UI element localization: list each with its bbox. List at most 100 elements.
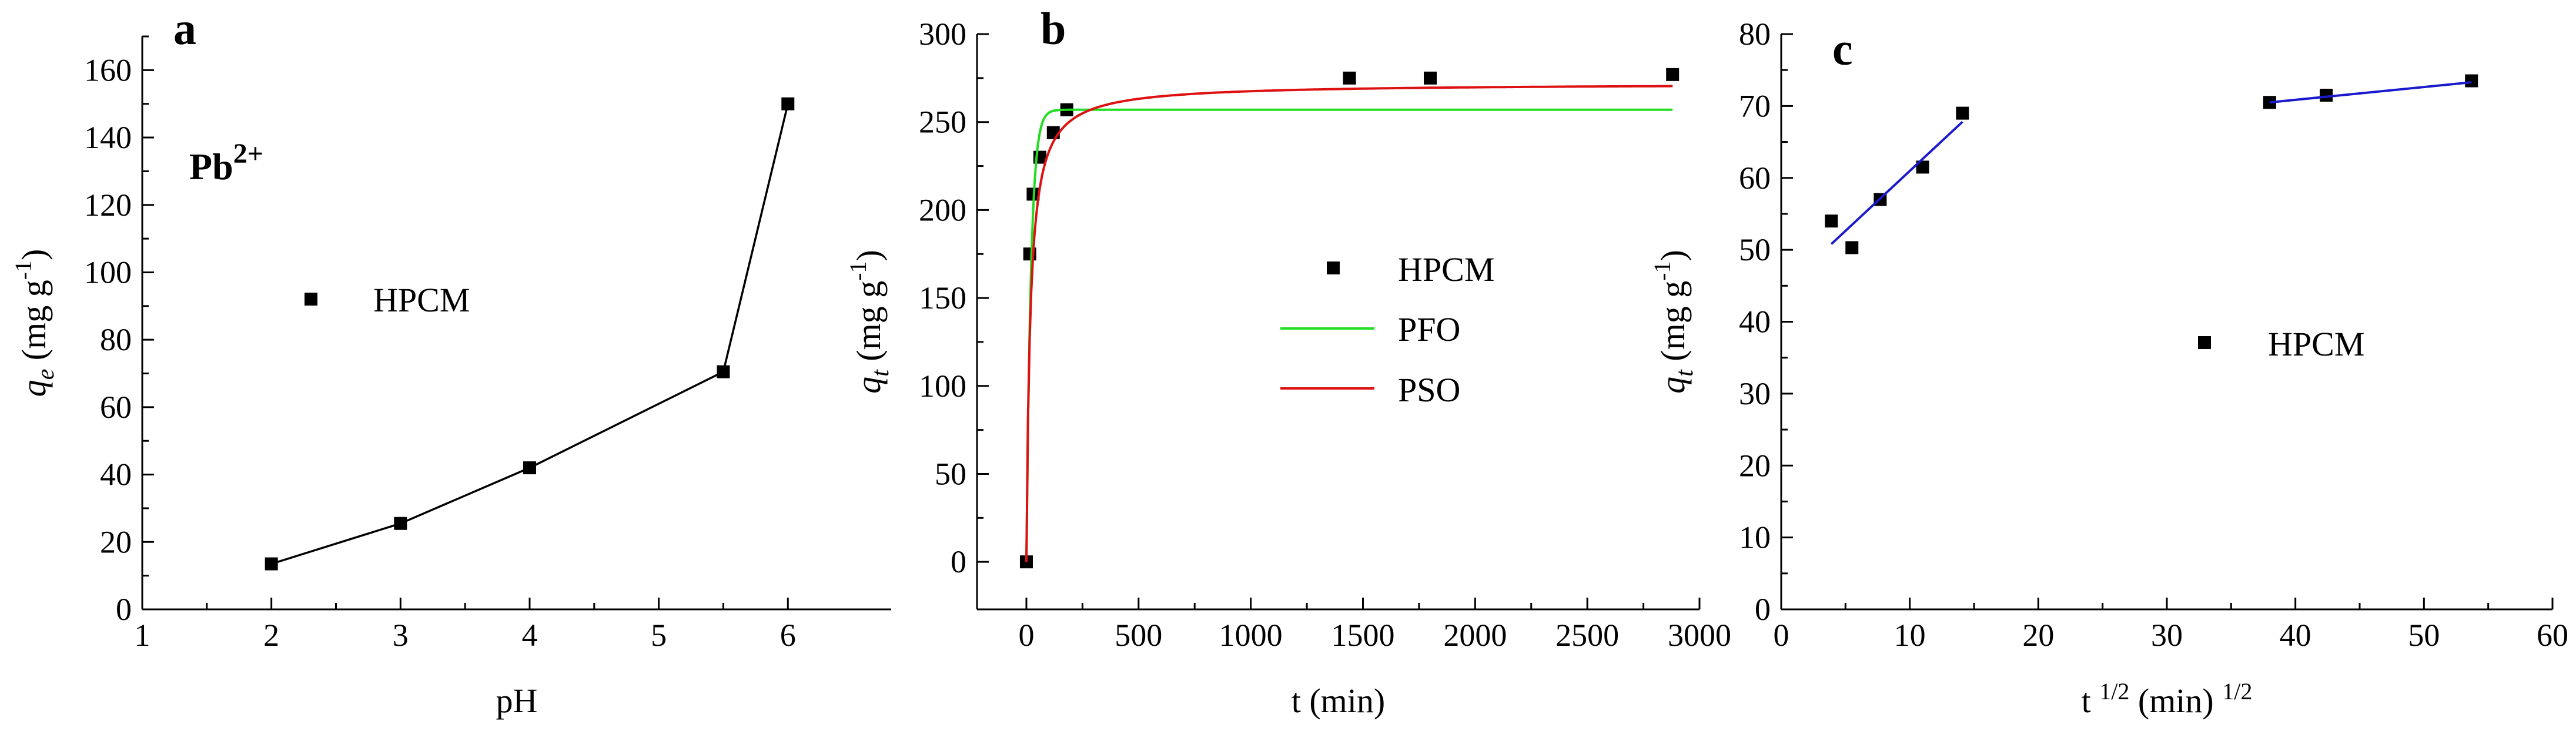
data-point: [394, 517, 407, 530]
data-point: [781, 97, 795, 110]
y-axis-title-symbol: q: [849, 377, 888, 394]
y-tick-label: 120: [84, 187, 132, 223]
x-tick-label: 2500: [1555, 618, 1619, 653]
data-point: [1916, 160, 1929, 174]
data-point: [1956, 106, 1969, 120]
y-axis-title-exponent: -1: [10, 260, 36, 280]
x-axis-title: t 1/2 (min) 1/2: [2082, 678, 2253, 720]
ion-annotation-base: Pb: [189, 146, 233, 187]
x-tick-label: 1000: [1219, 618, 1283, 653]
x-tick-label: 40: [2280, 618, 2311, 653]
y-tick-label: 0: [951, 544, 966, 579]
y-axis-title-subscript: t: [867, 369, 894, 377]
y-axis-title-unit: (mg g: [849, 281, 888, 370]
y-tick-label: 160: [84, 52, 132, 88]
x-tick-label: 0: [1774, 618, 1789, 653]
y-axis-title-unit: (mg g: [15, 280, 53, 368]
y-tick-label: 300: [919, 16, 966, 52]
y-axis-title-exponent: -1: [845, 261, 871, 280]
y-tick-label: 40: [100, 457, 132, 492]
x-axis-title: pH: [496, 682, 538, 720]
x-tick-label: 0: [1018, 618, 1034, 653]
data-point: [1423, 71, 1437, 85]
y-tick-label: 60: [100, 390, 132, 425]
x-tick-label: 2: [263, 618, 279, 653]
legend-marker: [1327, 261, 1340, 274]
panel-letter: b: [1041, 3, 1066, 54]
data-point: [265, 557, 278, 571]
data-point: [1845, 241, 1859, 254]
y-axis-title-close: ): [1654, 250, 1692, 261]
legend-label: PFO: [1398, 310, 1460, 348]
y-tick-label: 20: [100, 524, 132, 559]
y-tick-label: 30: [1739, 376, 1771, 411]
y-axis-title: qt (mg g-1): [845, 250, 894, 394]
y-axis-title-exponent: -1: [1649, 261, 1675, 280]
x-tick-label: 1500: [1331, 618, 1394, 653]
y-tick-label: 200: [919, 192, 966, 227]
x-tick-label: 6: [780, 618, 796, 653]
legend-label: HPCM: [1398, 250, 1494, 289]
x-tick-label: 30: [2151, 618, 2183, 653]
y-tick-label: 80: [1739, 16, 1771, 52]
y-axis-title-unit: (mg g: [1654, 281, 1692, 370]
y-axis-title-close: ): [15, 249, 53, 260]
x-axis-title-sup: 1/2: [2099, 678, 2129, 705]
data-point: [523, 461, 536, 475]
y-tick-label: 150: [919, 280, 966, 316]
x-axis-title-sup: 1/2: [2222, 678, 2252, 705]
panel-b: 0 500 1000 1500 2000 2500 3000 0 50 100 150 200 250 3…: [845, 3, 1731, 720]
y-axis-title: qe (mg g-1): [10, 249, 59, 397]
y-tick-label: 100: [84, 254, 132, 290]
y-axis-title-subscript: e: [32, 369, 59, 380]
data-point: [2465, 74, 2478, 88]
y-tick-label: 70: [1739, 88, 1771, 123]
x-tick-label: 50: [2408, 618, 2440, 653]
panel-letter: c: [1832, 24, 1853, 75]
x-axis-title-unit: (min): [2129, 682, 2222, 720]
legend-label: HPCM: [373, 281, 470, 319]
y-tick-label: 140: [84, 120, 132, 155]
x-axis-title: t (min): [1292, 682, 1385, 720]
panel-c: 0 10 20 30 40 50 60 0 10 20 30 40 50 60 70 80 t 1/2 (min…: [1649, 16, 2568, 720]
x-tick-label: 20: [2022, 618, 2054, 653]
data-point: [1343, 71, 1356, 85]
x-tick-label: 500: [1115, 618, 1162, 653]
y-axis-title-close: ): [849, 250, 888, 261]
ion-annotation-charge: 2+: [233, 138, 263, 169]
x-tick-label: 3000: [1668, 618, 1731, 653]
data-point: [2320, 89, 2333, 102]
ion-annotation: Pb2+: [189, 138, 263, 187]
y-tick-label: 20: [1739, 448, 1771, 483]
fit-line: [2269, 81, 2472, 104]
x-tick-label: 10: [1894, 618, 1926, 653]
legend-label: PSO: [1398, 371, 1460, 409]
model-curve-pso: [1025, 85, 1673, 562]
data-point: [1825, 214, 1838, 228]
y-axis-title-symbol: q: [15, 380, 53, 397]
y-tick-label: 80: [100, 322, 132, 357]
y-tick-label: 100: [919, 368, 966, 404]
x-axis-title-base: t: [2082, 682, 2100, 720]
x-tick-label: 60: [2537, 618, 2568, 653]
legend-marker: [305, 293, 317, 306]
x-tick-label: 2000: [1443, 618, 1507, 653]
x-tick-label: 5: [651, 618, 667, 653]
y-tick-label: 50: [1739, 232, 1771, 267]
y-tick-label: 250: [919, 105, 966, 140]
y-axis-title: qt (mg g-1): [1649, 250, 1698, 394]
y-tick-label: 40: [1739, 304, 1771, 340]
model-curve-pfo: [1025, 108, 1673, 562]
y-axis-title-subscript: t: [1671, 369, 1698, 377]
legend-marker: [2198, 336, 2211, 349]
legend-label: HPCM: [2268, 325, 2364, 363]
y-tick-label: 0: [1755, 592, 1771, 627]
data-point: [717, 365, 730, 378]
fit-line: [1830, 120, 1963, 245]
y-tick-label: 60: [1739, 160, 1771, 196]
panel-letter: a: [173, 3, 196, 54]
y-tick-label: 10: [1739, 520, 1771, 555]
x-tick-label: 3: [393, 618, 409, 653]
